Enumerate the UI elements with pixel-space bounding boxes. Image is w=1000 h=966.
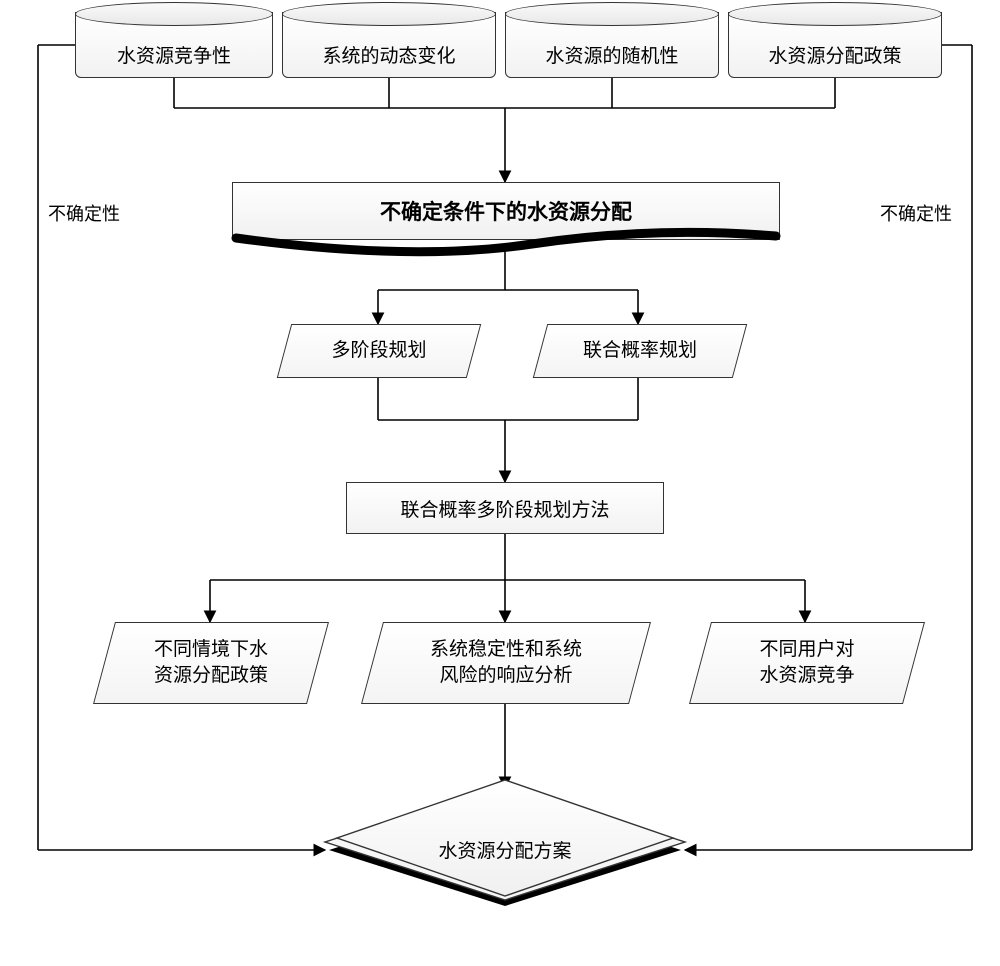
node-label: 水资源的随机性 xyxy=(545,46,678,67)
node-out2: 系统稳定性和系统 风险的响应分析 xyxy=(372,622,640,704)
node-out1: 不同情境下水 资源分配政策 xyxy=(104,622,318,704)
node-label: 水资源竞争性 xyxy=(117,46,231,67)
node-label: 水资源分配方案 xyxy=(325,836,685,863)
node-label: 联合概率规划 xyxy=(575,338,705,364)
node-label: 多阶段规划 xyxy=(323,338,434,364)
node-out3: 不同用户对 水资源竞争 xyxy=(700,622,914,704)
edge-label-right: 不确定性 xyxy=(880,200,952,226)
flowchart-canvas: 水资源竞争性 系统的动态变化 水资源的随机性 水资源分配政策 不确定条件下的水资… xyxy=(0,0,1000,966)
node-label: 水资源分配政策 xyxy=(768,46,901,67)
node-top1: 水资源竞争性 xyxy=(75,12,273,78)
node-label: 不确定条件下的水资源分配 xyxy=(380,196,632,226)
node-plan1: 多阶段规划 xyxy=(284,324,474,378)
node-label: 系统稳定性和系统 风险的响应分析 xyxy=(422,637,590,688)
node-label: 不同用户对 水资源竞争 xyxy=(751,637,862,688)
banner-underline xyxy=(232,232,780,262)
node-top2: 系统的动态变化 xyxy=(282,12,496,78)
node-label: 不同情境下水 资源分配政策 xyxy=(146,637,276,688)
node-label: 联合概率多阶段规划方法 xyxy=(400,495,609,522)
node-label: 系统的动态变化 xyxy=(322,46,455,67)
node-method: 联合概率多阶段规划方法 xyxy=(346,482,664,534)
edge-label-left: 不确定性 xyxy=(48,200,120,226)
node-plan2: 联合概率规划 xyxy=(540,324,740,378)
node-top3: 水资源的随机性 xyxy=(505,12,719,78)
node-top4: 水资源分配政策 xyxy=(728,12,942,78)
node-result: 水资源分配方案 xyxy=(325,788,685,912)
